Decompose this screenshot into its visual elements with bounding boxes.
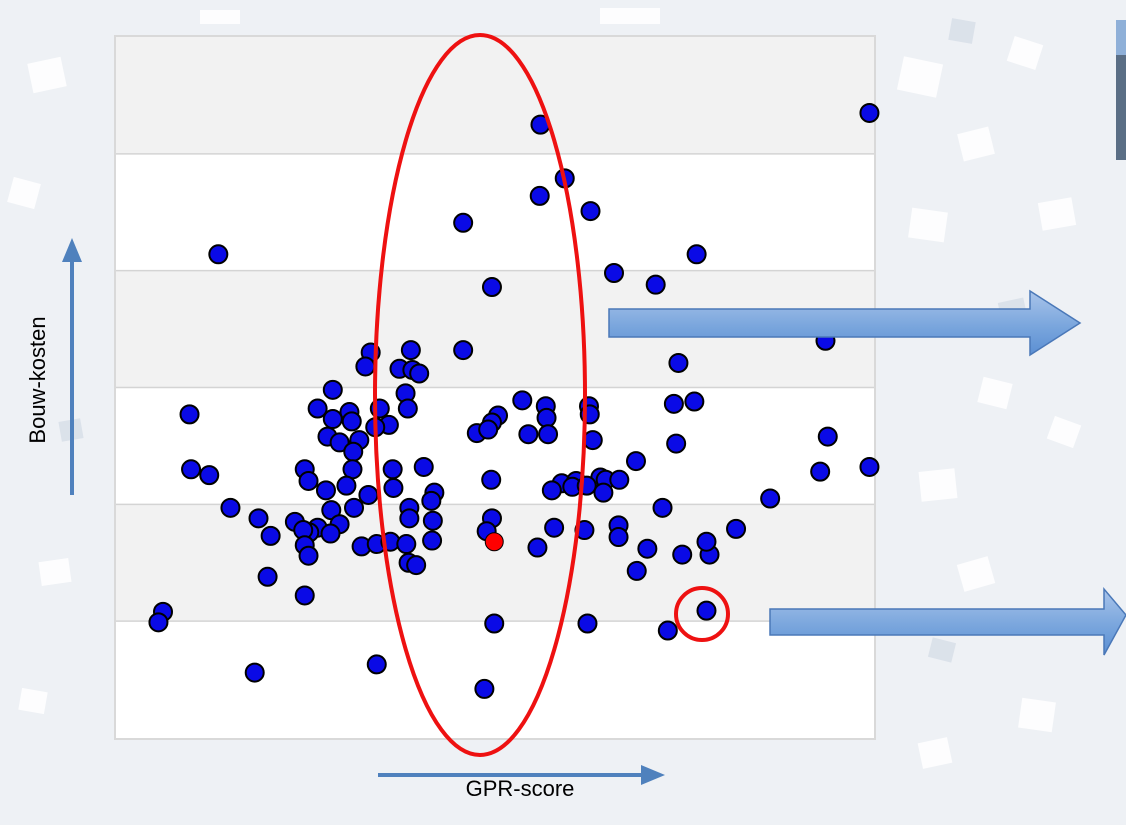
data-point [396,534,417,555]
callout-arrow-lower [769,586,1126,656]
data-point [652,497,673,518]
data-point [298,470,319,491]
data-point [260,525,281,546]
data-point [355,356,376,377]
data-point [478,419,499,440]
data-point [244,662,265,683]
data-point [344,497,365,518]
data-point [220,497,241,518]
data-point [686,244,707,265]
data-point [626,560,647,581]
data-point [179,404,200,425]
data-point [248,508,269,529]
data-point [527,537,548,558]
data-point [696,600,717,621]
data-point [294,585,315,606]
grid-band [116,37,874,154]
data-point [341,411,362,432]
data-point [481,277,502,298]
data-point [343,441,364,462]
data-point [668,352,689,373]
data-point [810,461,831,482]
data-point [409,363,430,384]
data-point [512,390,533,411]
data-points [148,102,880,699]
data-point [336,475,357,496]
data-point [422,510,443,531]
data-point [484,613,505,634]
data-point [421,490,442,511]
data-point [544,517,565,538]
data-point [358,484,379,505]
data-point [760,488,781,509]
data-point [604,263,625,284]
y-axis-arrow [62,238,82,495]
data-point [859,102,880,123]
data-point [684,391,705,412]
data-point [399,508,420,529]
callout-arrow-upper [608,289,1082,357]
data-point [582,430,603,451]
data-point [453,340,474,361]
data-point [406,555,427,576]
x-axis-arrow [378,765,665,785]
data-point [608,527,629,548]
data-point [666,433,687,454]
grid-bands [116,37,874,738]
focus-ellipse [373,33,587,757]
edge-photo-strip [1116,20,1126,160]
data-point [315,480,336,501]
data-point [148,612,169,633]
grid-band [116,621,874,738]
data-point [726,518,747,539]
data-point [859,456,880,477]
data-point [637,538,658,559]
data-point [481,469,502,490]
data-point [320,523,341,544]
data-point [696,531,717,552]
data-point [413,456,434,477]
data-point [529,185,550,206]
data-point [382,459,403,480]
y-axis-label: Bouw-kosten [25,316,50,444]
data-point [518,424,539,445]
data-point [453,212,474,233]
data-point [322,379,343,400]
data-point [208,244,229,265]
data-point [307,398,328,419]
data-point [593,482,614,503]
data-point [625,451,646,472]
data-point [645,274,666,295]
data-point [257,566,278,587]
data-point [536,407,557,428]
data-point [609,469,630,490]
outlier-highlight-circle [674,586,730,642]
grid-band [116,153,874,271]
data-point [541,480,562,501]
data-point [181,459,202,480]
data-point [366,654,387,675]
data-point [474,678,495,699]
data-point [199,465,220,486]
highlight-data-point [484,532,504,552]
data-point [817,426,838,447]
data-point [422,530,443,551]
data-point [538,424,559,445]
data-point [298,545,319,566]
data-point [329,432,350,453]
data-point [342,459,363,480]
data-point [400,340,421,361]
data-point [580,201,601,222]
data-point [663,393,684,414]
data-point [322,409,343,430]
data-point [577,613,598,634]
data-point [657,620,678,641]
data-point [397,398,418,419]
data-point [383,477,404,498]
x-axis-label: GPR-score [465,776,575,801]
data-point [672,544,693,565]
